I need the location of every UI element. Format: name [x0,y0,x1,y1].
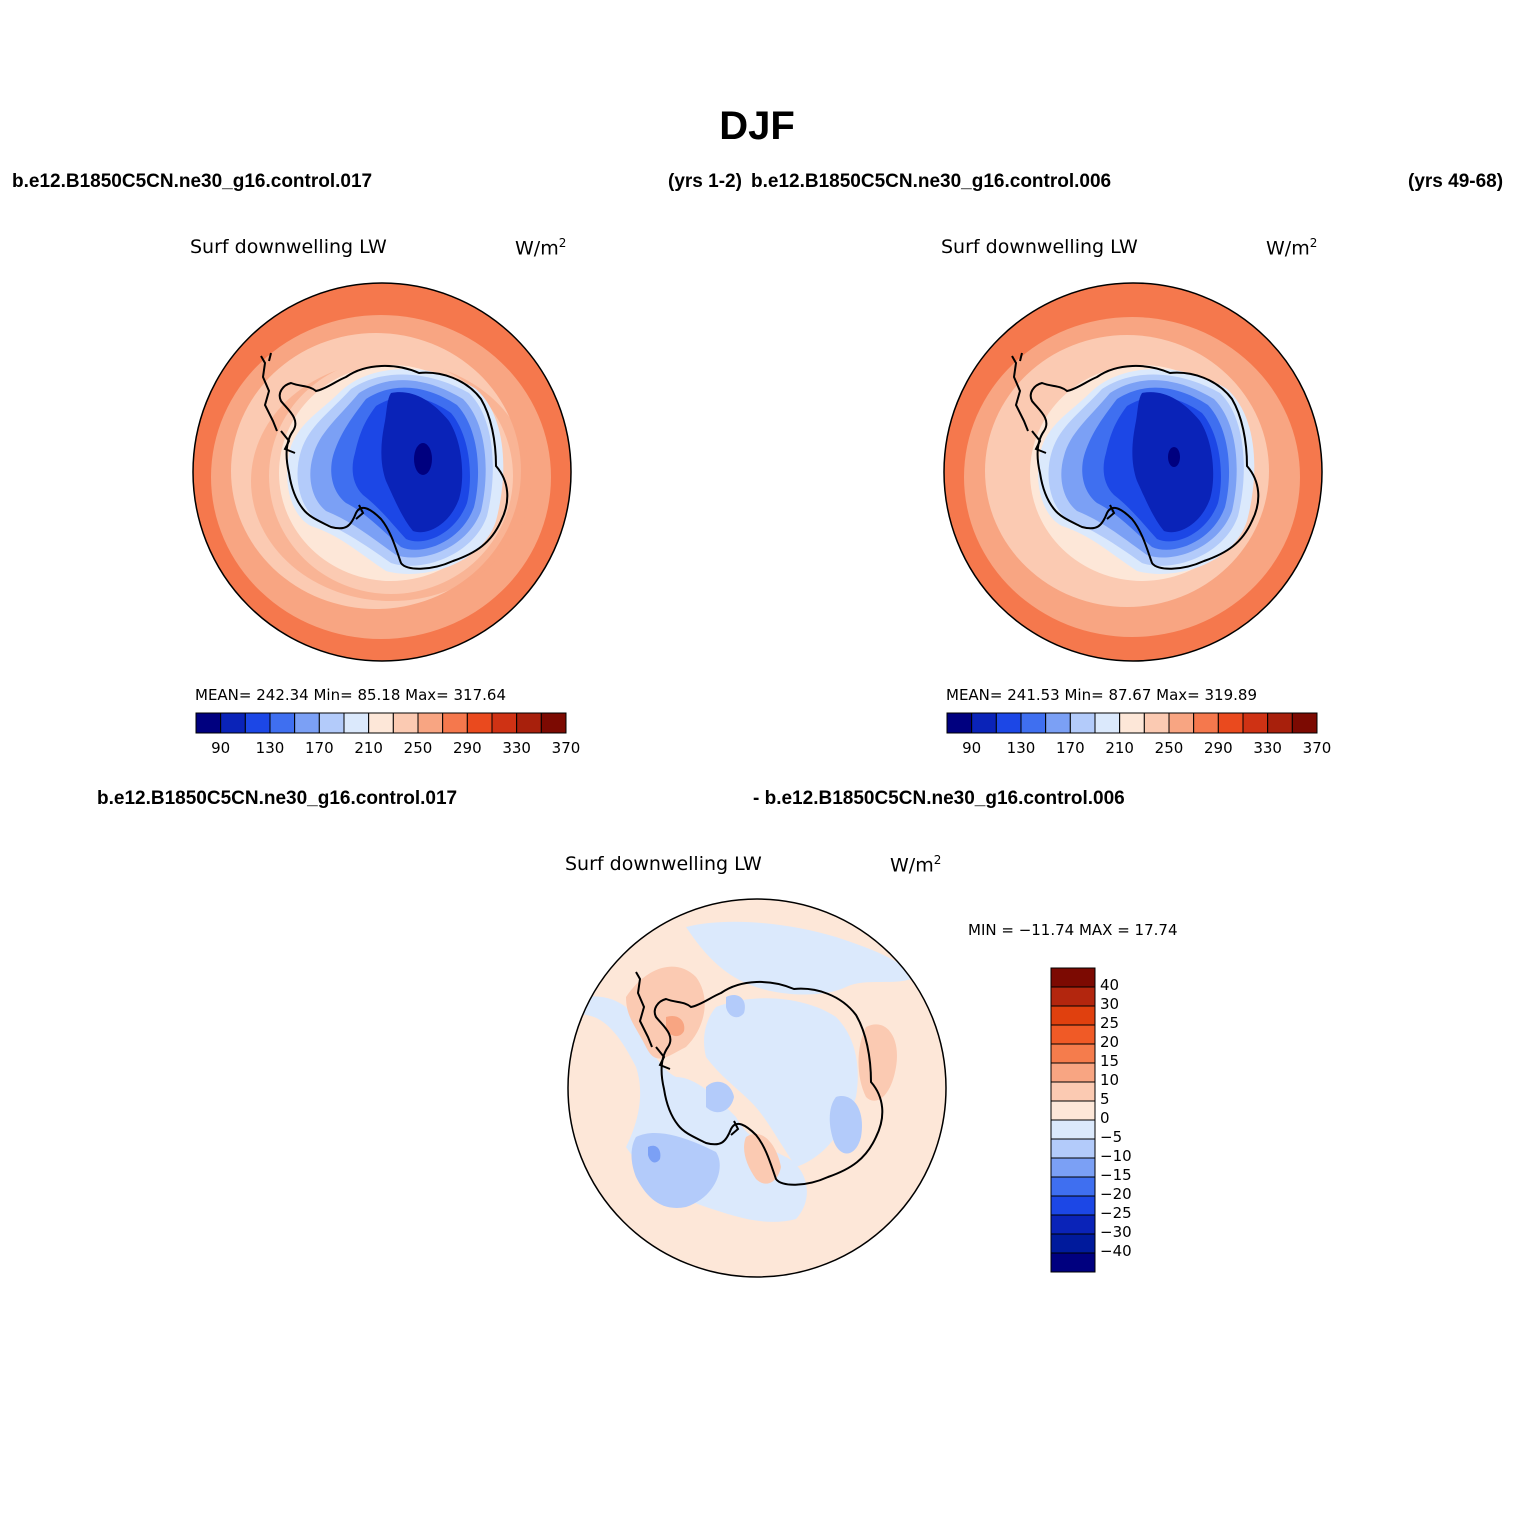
panel1-colorbar-box [491,712,518,734]
diff-colorbar-tick-label: 10 [1100,1071,1120,1089]
figure-title: DJF [719,104,795,148]
panel1-colorbar-box [540,712,567,734]
diff-colorbar-box [1050,967,1096,988]
diff-units: W/m2 [890,853,942,877]
panel1-colorbar-tick-label: 330 [502,739,531,757]
panel1-colorbar-box [417,712,444,734]
diff-colorbar-tick-label: 0 [1100,1109,1110,1127]
diff-colorbar-box [1050,1157,1096,1178]
panel2-colorbar-tick-label: 170 [1056,739,1085,757]
panel1-colorbar [195,712,567,734]
panel1-colorbar-box [368,712,394,734]
diff-colorbar-box [1050,1100,1096,1121]
diff-case-a: b.e12.B1850C5CN.ne30_g16.control.017 [97,788,458,809]
diff-colorbar-box [1050,1214,1096,1235]
diff-colorbar-tick-label: 5 [1100,1090,1110,1108]
panel2-colorbar-tick-label: 370 [1302,739,1332,757]
panel2-colorbar-box [1193,712,1219,734]
panel2-colorbar-box [1143,712,1170,734]
panel1-colorbar-tick-label: 370 [551,739,581,757]
panel2-colorbar-box [1069,712,1096,734]
diff-colorbar-tick-label: −40 [1100,1242,1132,1260]
panel2-colorbar-tick-label: 90 [962,739,982,757]
diff-map [567,898,947,1278]
panel1-colorbar-box [466,712,493,734]
panel1-colorbar-box [195,712,222,734]
panel1-colorbar-box [318,712,345,734]
panel2-colorbar-box [1168,712,1195,734]
panel2-colorbar-box [1020,712,1047,734]
panel2-units: W/m2 [1266,236,1318,260]
diff-colorbar-tick-label: −25 [1100,1204,1132,1222]
diff-colorbar-tick-label: 30 [1100,995,1120,1013]
diff-colorbar-box [1050,1233,1096,1254]
diff-colorbar [1050,967,1096,1273]
diff-colorbar-tick-label: −30 [1100,1223,1132,1241]
diff-colorbar-tick-label: 25 [1100,1014,1120,1032]
panel2-colorbar-tick-label: 250 [1154,739,1184,757]
panel1-colorbar-box [442,712,468,734]
diff-colorbar-box [1050,1043,1096,1064]
panel2-title: Surf downwelling LW [941,236,1138,258]
diff-colorbar-tick-label: 20 [1100,1033,1120,1051]
case-name-right: b.e12.B1850C5CN.ne30_g16.control.006 [751,171,1112,192]
panel1-colorbar-box [392,712,419,734]
diff-colorbar-box [1050,1081,1096,1102]
years-right: (yrs 49-68) [1408,171,1504,192]
panel2-colorbar-box [1094,712,1121,734]
panel2-colorbar-tick-label: 290 [1204,739,1233,757]
panel1-colorbar-box [269,712,296,734]
panel1-colorbar-tick-label: 290 [453,739,482,757]
diff-colorbar-tick-label: 15 [1100,1052,1120,1070]
panel1-colorbar-tick-label: 210 [354,739,383,757]
panel2-colorbar-box [1267,712,1293,734]
panel2-colorbar-box [1217,712,1244,734]
diff-colorbar-box [1050,1005,1096,1026]
panel1-colorbar-tick-label: 170 [305,739,334,757]
diff-colorbar-tick-label: −10 [1100,1147,1132,1165]
panel2-colorbar-box [1045,712,1071,734]
panel1-stats: MEAN= 242.34 Min= 85.18 Max= 317.64 [195,686,506,704]
case-name-left: b.e12.B1850C5CN.ne30_g16.control.017 [12,171,373,192]
diff-case-b: - b.e12.B1850C5CN.ne30_g16.control.006 [753,788,1125,809]
diff-stats: MIN = −11.74 MAX = 17.74 [968,921,1178,939]
panel2-colorbar-box [1291,712,1318,734]
panel2-colorbar-box [995,712,1022,734]
panel2-stats: MEAN= 241.53 Min= 87.67 Max= 319.89 [946,686,1257,704]
panel1-colorbar-box [294,712,320,734]
diff-colorbar-box [1050,1176,1096,1197]
panel1-colorbar-tick-label: 250 [403,739,433,757]
diff-colorbar-tick-label: −20 [1100,1185,1132,1203]
panel2-colorbar-tick-label: 210 [1105,739,1134,757]
panel2-map [943,282,1323,662]
panel1-colorbar-tick-label: 90 [211,739,231,757]
panel1-units: W/m2 [515,236,567,260]
panel1-colorbar-box [244,712,271,734]
panel2-colorbar-tick-label: 330 [1253,739,1282,757]
panel1-title: Surf downwelling LW [190,236,387,258]
diff-colorbar-tick-label: −5 [1100,1128,1123,1146]
panel1-colorbar-box [220,712,246,734]
diff-colorbar-box [1050,1062,1096,1083]
panel2-colorbar-tick-label: 130 [1006,739,1036,757]
diff-colorbar-box [1050,986,1096,1007]
panel2-colorbar-box [971,712,997,734]
diff-colorbar-box [1050,1195,1096,1216]
panel2-colorbar-box [946,712,973,734]
diff-title: Surf downwelling LW [565,853,762,875]
panel1-colorbar-box [343,712,370,734]
panel2-colorbar [946,712,1318,734]
years-left: (yrs 1-2) [668,171,742,192]
diff-colorbar-box [1050,1252,1096,1273]
diff-colorbar-box [1050,1119,1096,1140]
panel1-colorbar-tick-label: 130 [255,739,285,757]
diff-colorbar-tick-label: 40 [1100,976,1120,994]
panel2-colorbar-box [1119,712,1145,734]
diff-colorbar-box [1050,1138,1096,1159]
panel2-colorbar-box [1242,712,1269,734]
panel1-colorbar-box [516,712,542,734]
diff-colorbar-box [1050,1024,1096,1045]
panel1-map [192,282,572,662]
diff-colorbar-tick-label: −15 [1100,1166,1132,1184]
